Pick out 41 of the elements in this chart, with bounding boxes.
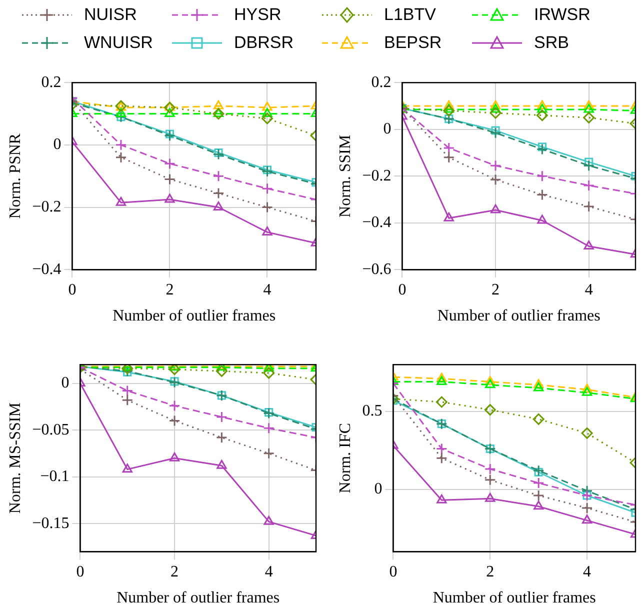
y-tick-label: −0.2 [362,167,392,184]
y-axis-title: Norm. SSIM [336,134,354,218]
legend-label: BEPSR [384,33,442,53]
y-axis-title: Norm. MS-SSIM [6,402,24,514]
x-tick-label: 0 [398,281,406,298]
x-tick-label: 0 [76,563,84,580]
legend-label: WNUISR [84,33,153,53]
y-axis-title: Norm. PSNR [6,133,24,219]
y-tick-label: 0 [383,120,392,138]
legend-label: SRB [534,33,569,53]
legend-label: HYSR [234,5,282,25]
y-tick-label: 0.2 [41,74,62,91]
y-tick-label: −0.2 [32,198,62,216]
legend-label: NUISR [84,5,137,25]
y-tick-label: 0 [53,136,62,154]
x-tick-label: 4 [584,281,593,298]
y-tick-label: 0.2 [371,74,392,91]
y-tick-label: −0.15 [32,514,70,532]
x-tick-label: 4 [264,563,273,580]
x-tick-label: 2 [166,281,174,298]
y-tick-label: 0 [374,480,382,498]
y-tick-label: −0.05 [32,421,70,438]
x-tick-label: 4 [583,563,592,580]
y-tick-label: 0 [61,374,70,392]
x-axis-title: Number of outlier frames [112,308,276,325]
legend-label: IRWSR [534,5,590,25]
y-tick-label: 0.5 [362,402,382,420]
y-tick-label: −0.1 [40,468,70,486]
x-tick-label: 2 [492,281,500,298]
y-tick-label: −0.6 [362,260,392,278]
y-tick-label: −0.4 [32,260,62,278]
x-tick-label: 2 [170,563,179,580]
x-tick-label: 4 [263,281,272,298]
x-axis-title: Number of outlier frames [432,590,596,607]
y-tick-label: −0.4 [362,214,392,232]
x-tick-label: 2 [486,563,494,580]
x-axis-title: Number of outlier frames [437,308,600,325]
y-axis-title: Norm. IFC [336,422,354,494]
legend-label: DBRSR [234,33,294,53]
legend-label: L1BTV [384,5,436,25]
x-axis-title: Number of outlier frames [116,590,280,607]
